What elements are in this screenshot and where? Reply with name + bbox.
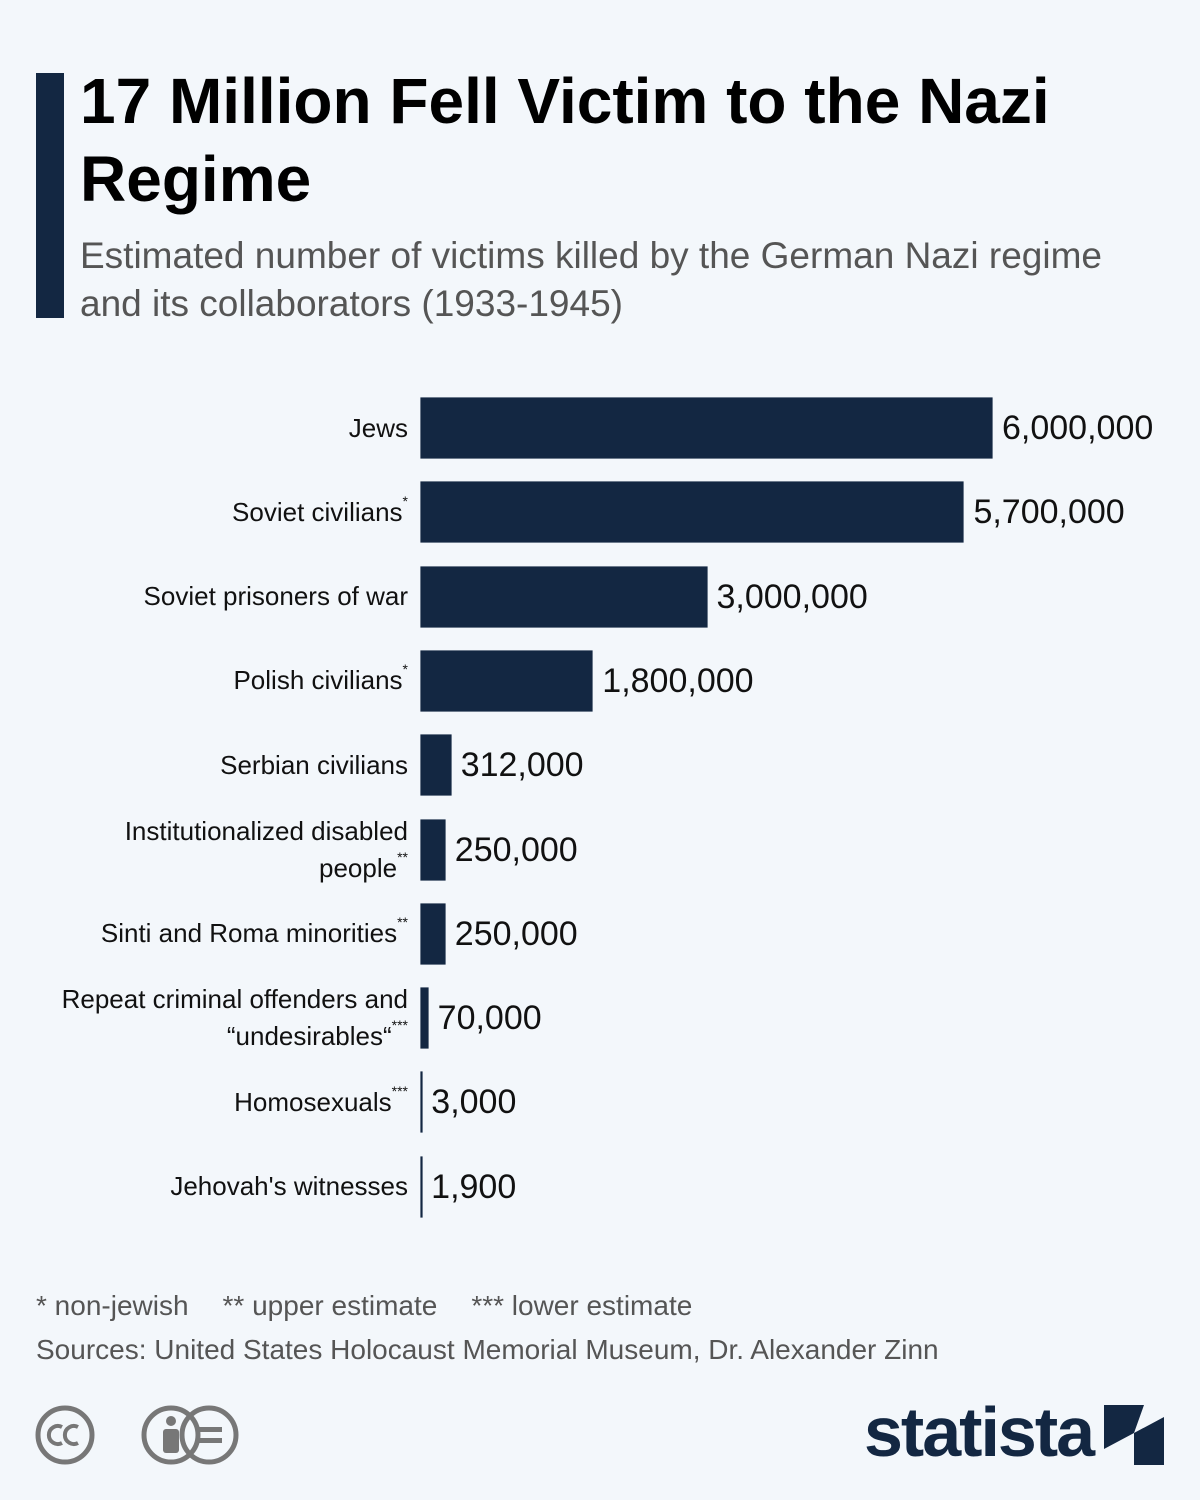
value-label: 1,800,000 [602, 661, 754, 700]
bar [421, 988, 428, 1049]
category-label: Soviet prisoners of war [143, 581, 408, 612]
category-row: Serbian civilians [30, 723, 408, 807]
category-row: Jews [30, 386, 408, 470]
footnote: ** upper estimate [222, 1290, 438, 1321]
category-row: Polish civilians* [30, 639, 408, 723]
bar [421, 819, 445, 880]
value-label: 1,900 [431, 1167, 517, 1206]
value-label: 250,000 [454, 830, 578, 869]
value-label: 70,000 [437, 999, 542, 1038]
bar [421, 482, 964, 543]
brand-icon [1104, 1405, 1164, 1465]
category-row: Repeat criminal offenders and “undesirab… [30, 976, 408, 1060]
category-label: Soviet civilians* [232, 492, 408, 527]
category-label: Jews [348, 412, 408, 443]
chart-subtitle: Estimated number of victims killed by th… [80, 235, 1102, 324]
bar [421, 650, 593, 711]
category-row: Homosexuals*** [30, 1060, 408, 1144]
category-label: Sinti and Roma minorities** [100, 914, 408, 949]
license-icons [35, 1405, 239, 1465]
value-label: 3,000 [431, 1083, 517, 1122]
category-row: Institutionalized disabled people** [30, 808, 408, 892]
category-row: Soviet prisoners of war [30, 555, 408, 639]
value-label: 5,700,000 [973, 493, 1125, 532]
value-label: 250,000 [454, 914, 578, 953]
category-label: Jehovah's witnesses [170, 1171, 408, 1202]
value-label: 312,000 [460, 746, 584, 785]
bar [421, 566, 707, 627]
footnote: * non-jewish [36, 1290, 189, 1321]
category-row: Jehovah's witnesses [30, 1145, 408, 1229]
category-row: Soviet civilians* [30, 470, 408, 554]
bar [421, 735, 451, 796]
value-label: 3,000,000 [716, 577, 868, 616]
brand-logo: statista [864, 1393, 1095, 1471]
category-label: Polish civilians* [233, 661, 408, 696]
footnotes: * non-jewish ** upper estimate *** lower e… [36, 1290, 726, 1322]
category-row: Sinti and Roma minorities** [30, 892, 408, 976]
bar [421, 903, 445, 964]
category-label: Homosexuals*** [234, 1082, 408, 1117]
accent-bar [36, 73, 64, 318]
category-label: Serbian civilians [220, 749, 408, 780]
source: Sources: United States Holocaust Memoria… [36, 1334, 939, 1365]
bar [421, 398, 992, 458]
value-label: 6,000,000 [1002, 409, 1154, 447]
category-label: Repeat criminal offenders and “undesirab… [61, 984, 408, 1052]
chart-title: 17 Million Fell Victim to the Nazi Regim… [80, 65, 1050, 215]
category-label: Institutionalized disabled people** [124, 815, 408, 883]
footnote: *** lower estimate [471, 1290, 693, 1321]
